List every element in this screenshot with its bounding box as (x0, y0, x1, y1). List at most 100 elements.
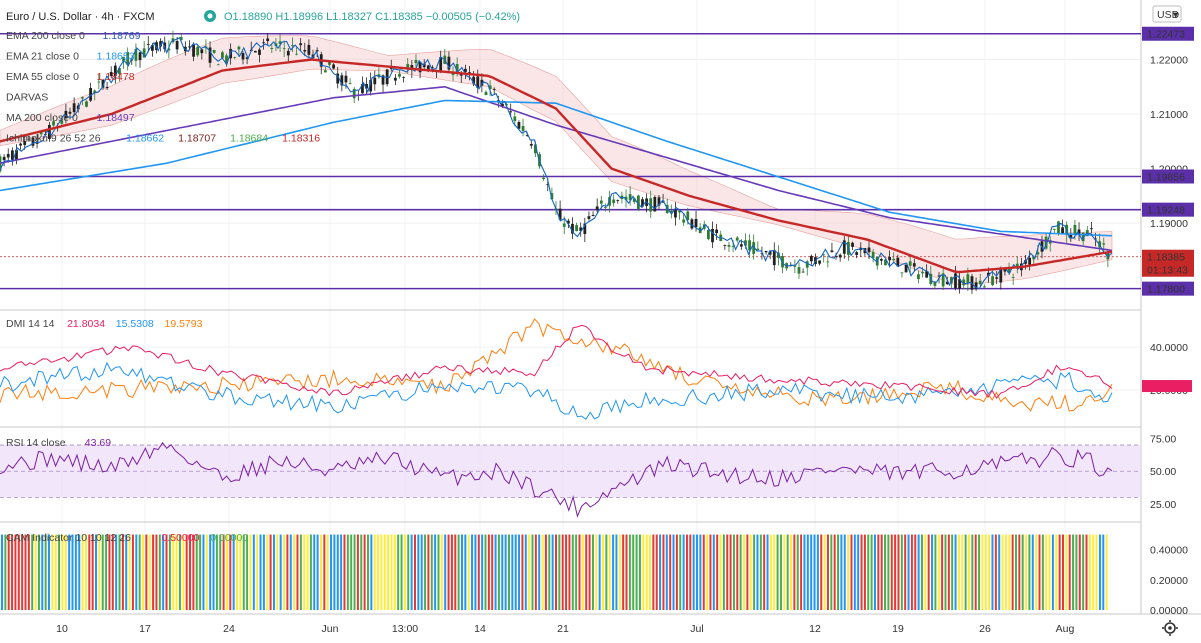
legend-item-value: 1.18497 (97, 112, 135, 124)
candle-body (1073, 225, 1077, 234)
cam-bar (944, 534, 947, 610)
price-axis[interactable]: 1.220001.210001.200001.190001.224731.198… (1142, 26, 1194, 617)
candle-body (727, 245, 731, 247)
cam-bar (612, 534, 615, 610)
cam-bar (17, 534, 20, 610)
cam-bar (749, 534, 752, 610)
cam-bar (155, 534, 158, 610)
candle-body (422, 63, 426, 68)
candle-body (1094, 238, 1097, 240)
gear-icon[interactable] (1162, 620, 1178, 636)
cam-bar (615, 534, 618, 610)
candle-body (418, 61, 422, 73)
rsi-pane[interactable] (0, 441, 1141, 518)
candle-body (303, 49, 307, 52)
candle-body (764, 250, 768, 253)
cam-bar (884, 534, 887, 610)
cam-bar (242, 534, 245, 610)
candle-body (723, 245, 727, 246)
candle-body (818, 260, 821, 264)
candle-body (208, 47, 212, 63)
cam-bar (293, 534, 296, 610)
cam-bar (726, 534, 729, 610)
pane-legend-name: RSI 14 close (6, 437, 66, 449)
candle-body (1090, 228, 1093, 230)
candle-body (188, 46, 191, 48)
candle-body (830, 250, 834, 253)
cam-bar (249, 534, 252, 610)
candle-body (752, 242, 756, 254)
cam-bar (346, 534, 349, 610)
candle-body (27, 138, 31, 140)
ichimoku-cloud (0, 35, 1113, 286)
dmi-pane[interactable] (0, 318, 1113, 421)
candle-body (793, 266, 797, 267)
candle-body (694, 218, 698, 228)
candle-body (1061, 227, 1064, 234)
cam-bar (390, 534, 393, 610)
candle-body (1011, 277, 1015, 278)
candle-body (253, 50, 257, 53)
cam-bar (98, 534, 101, 610)
ohlc-readout: O1.18890 H1.18996 L1.18327 C1.18385 −0.0… (224, 11, 520, 23)
candle-body (900, 272, 904, 274)
price-tag (1142, 169, 1194, 184)
price-tag-label: 1.17800 (1147, 284, 1185, 296)
time-tick-label: 24 (223, 623, 235, 635)
cam-bar (380, 534, 383, 610)
candle-body (472, 76, 476, 84)
cam-bar (58, 534, 61, 610)
cam-bar (642, 534, 645, 610)
candle-body (1028, 257, 1032, 265)
cam-bar (420, 534, 423, 610)
candle-body (113, 65, 117, 77)
price-pane[interactable] (0, 30, 1141, 294)
cam-bar (205, 534, 208, 610)
cam-bar (61, 534, 64, 610)
candle-body (768, 251, 772, 255)
cam-bar (319, 534, 322, 610)
currency-selector[interactable]: USD ▾ (1152, 5, 1182, 23)
cam-bar (336, 534, 339, 610)
candle-body (389, 67, 393, 69)
candle-body (258, 49, 261, 55)
candle-body (48, 124, 51, 139)
cam-bar (1041, 534, 1044, 610)
cam-bar (924, 534, 927, 610)
candle-body (925, 271, 929, 278)
cam-bar (296, 534, 299, 610)
candle-body (657, 197, 661, 206)
cam-bar (618, 534, 621, 610)
cam-bar (984, 534, 987, 610)
pane-legend-value: 15.5308 (116, 318, 154, 330)
cam-bar (1078, 534, 1081, 610)
candle-body (192, 44, 195, 57)
cam-bar (330, 534, 333, 610)
cam-bar (360, 534, 363, 610)
legend-item-value: 1.18707 (178, 133, 216, 145)
cam-bar (622, 534, 625, 610)
cam-bar (272, 534, 275, 610)
cam-bar (491, 534, 494, 610)
cam-bar (34, 534, 37, 610)
candle-body (402, 77, 406, 78)
cam-bar (931, 534, 934, 610)
cam-bar (544, 534, 547, 610)
cam-bar (917, 534, 920, 610)
candle-body (529, 143, 533, 146)
candle-body (6, 153, 10, 158)
cam-bar (481, 534, 484, 610)
candle-body (797, 267, 801, 274)
cam-bar (541, 534, 544, 610)
candle-body (1032, 256, 1036, 260)
candle-body (385, 69, 389, 85)
time-axis[interactable]: 10 17 24 Jun 13:00 14 21 Jul 12 19 26 Aug (56, 623, 1074, 635)
candle-body (917, 274, 920, 280)
cam-bar (941, 534, 944, 610)
candle-body (10, 150, 14, 160)
candle-body (1106, 252, 1110, 260)
cam-bar (450, 534, 453, 610)
cam-pane[interactable] (1, 534, 1108, 610)
cam-bar (632, 534, 635, 610)
